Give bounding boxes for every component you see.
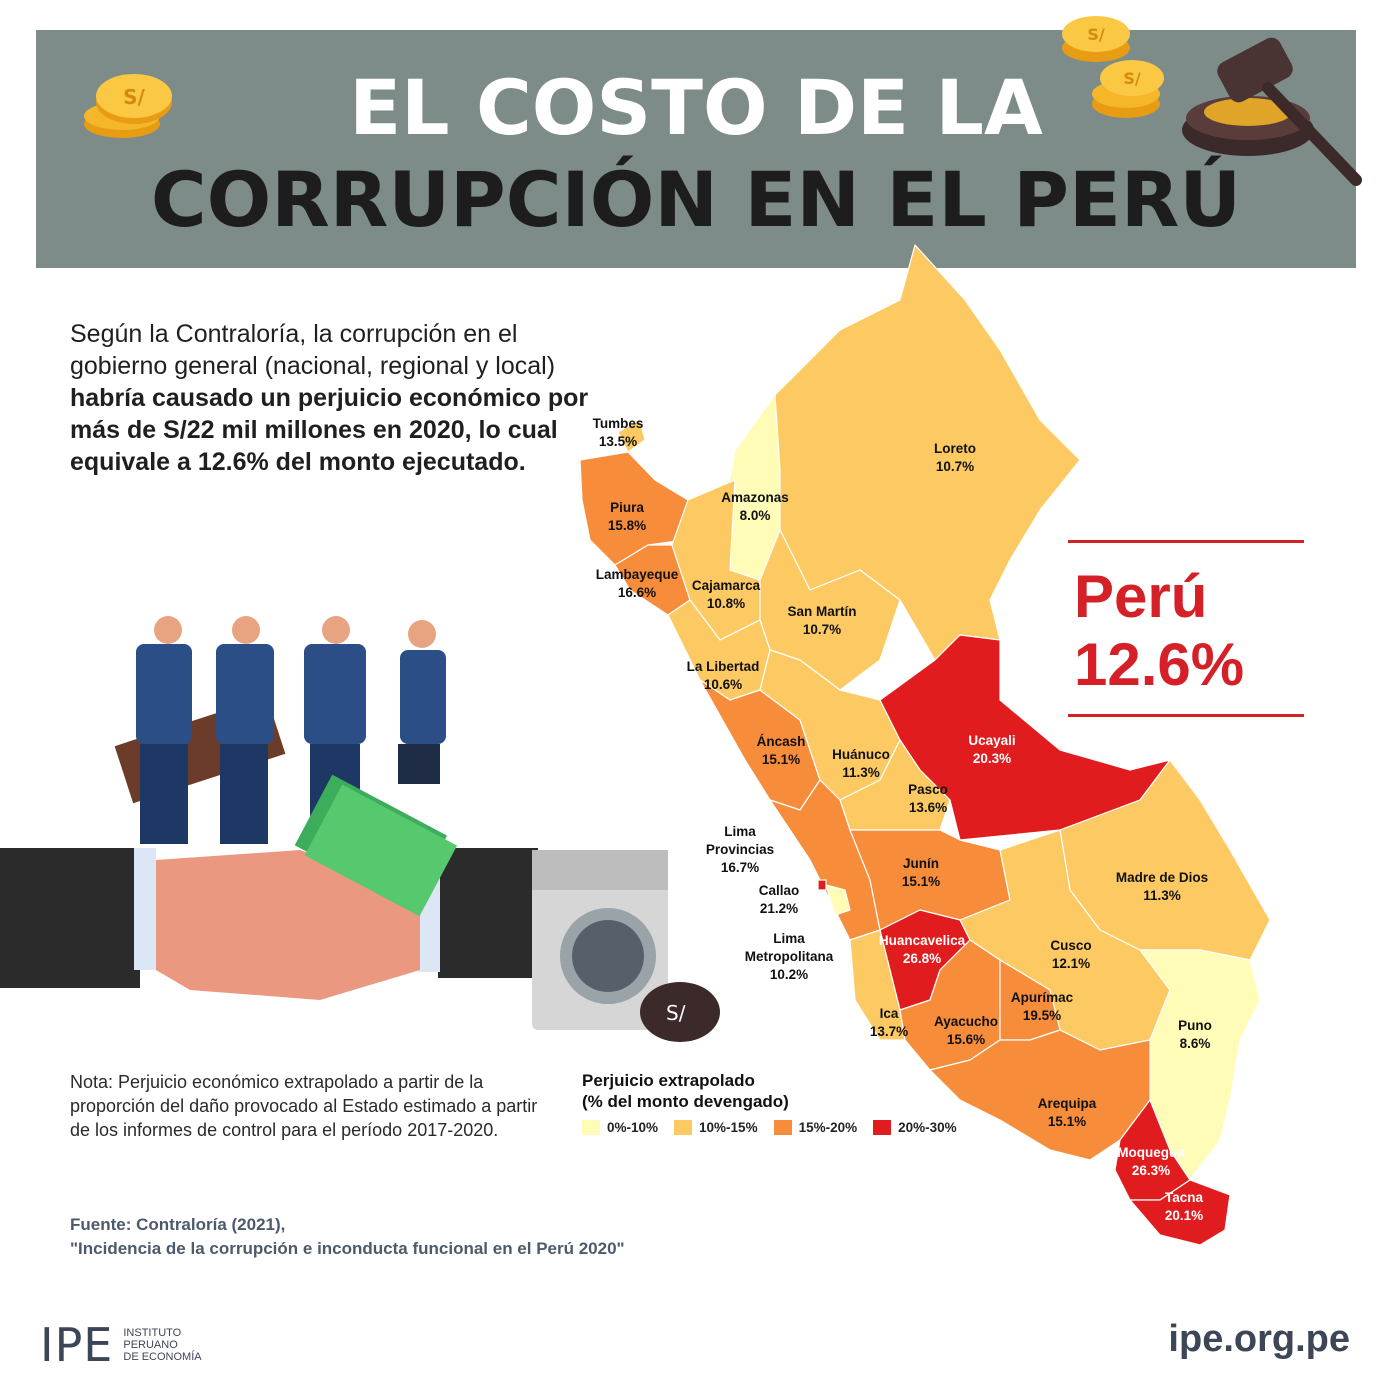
national-value-box: Perú 12.6% — [1068, 540, 1304, 718]
region-label-cusco: Cusco 12.1% — [1050, 938, 1092, 971]
source-citation: Fuente: Contraloría (2021), "Incidencia … — [70, 1213, 625, 1261]
svg-text:S/: S/ — [1087, 25, 1105, 44]
region-label-callao: Callao 21.2% — [758, 883, 800, 916]
peru-map — [579, 244, 1271, 1246]
region-label-ancash: Áncash 15.1% — [756, 734, 806, 767]
coin-stack-icon: S/ — [84, 74, 172, 138]
legend-swatch — [773, 1120, 792, 1135]
national-value: 12.6% — [1074, 631, 1245, 698]
region-label-loreto: Loreto 10.7% — [934, 441, 976, 474]
person-figure — [398, 620, 446, 784]
coin-stack-icon: S/ — [1062, 16, 1130, 62]
region-label-piura: Piura 15.8% — [607, 500, 647, 533]
washing-machine-illustration: S/ — [532, 850, 720, 1042]
coin-stack-icon: S/ — [1092, 60, 1164, 118]
region-label-la-libertad: La Libertad 10.6% — [686, 659, 760, 692]
region-label-lambayeque: Lambayeque 16.6% — [595, 567, 679, 600]
region-label-huanuco: Huánuco 11.3% — [832, 747, 890, 780]
legend-item: 10%-15% — [674, 1120, 758, 1135]
page-title-line-1: EL COSTO DE LA — [349, 63, 1043, 152]
header-banner: EL COSTO DE LA CORRUPCIÓN EN EL PERÚ S/ … — [36, 16, 1362, 268]
businesspeople-illustration: S/ — [0, 616, 720, 1042]
region-label-ucayali: Ucayali 20.3% — [968, 733, 1016, 766]
region-label-madre-de-dios: Madre de Dios 11.3% — [1115, 870, 1209, 903]
source-line-2: "Incidencia de la corrupción e inconduct… — [70, 1239, 625, 1258]
region-label-san-martin: San Martín 10.7% — [787, 604, 857, 637]
region-label-lima-provincias: Lima Provincias 16.7% — [705, 824, 775, 875]
handshake-money-illustration — [0, 774, 538, 1000]
legend-swatch — [674, 1120, 693, 1135]
legend-swatch — [582, 1120, 600, 1135]
website-url[interactable]: ipe.org.pe — [1168, 1318, 1350, 1360]
region-label-tumbes: Tumbes 13.5% — [592, 416, 644, 449]
legend-title: Perjuicio extrapolado (% del monto deven… — [582, 1071, 789, 1111]
gavel-icon — [1182, 37, 1362, 186]
intro-bold-text: habría causado un perjuicio económico po… — [70, 384, 589, 476]
legend-item: 15%-20% — [773, 1120, 857, 1135]
region-shape-tacna — [1129, 1179, 1231, 1246]
region-label-puno: Puno 8.6% — [1178, 1018, 1212, 1051]
region-shape-arequipa — [929, 1029, 1151, 1161]
money-bag-icon — [640, 982, 720, 1042]
footnote: Nota: Perjuicio económico extrapolado a … — [70, 1072, 538, 1140]
svg-text:S/: S/ — [1123, 69, 1141, 88]
region-label-arequipa: Arequipa 15.1% — [1037, 1096, 1097, 1129]
legend-swatch — [873, 1120, 892, 1135]
region-label-ica: Ica 13.7% — [869, 1006, 909, 1039]
region-label-pasco: Pasco 13.6% — [908, 782, 948, 815]
legend-item: 20%-30% — [873, 1120, 957, 1135]
national-name: Perú — [1074, 563, 1208, 630]
region-label-huancavelica: Huancavelica 26.8% — [878, 933, 966, 966]
divider-bottom — [1068, 714, 1304, 717]
intro-paragraph: Según la Contraloría, la corrupción en e… — [70, 318, 590, 478]
logo-name: INSTITUTO PERUANO DE ECONOMÍA — [123, 1327, 202, 1363]
person-figure — [216, 616, 274, 844]
region-label-tacna: Tacna 20.1% — [1164, 1190, 1204, 1223]
source-line-1: Fuente: Contraloría (2021), — [70, 1215, 286, 1234]
region-label-apurimac: Apurímac 19.5% — [1010, 990, 1074, 1023]
region-label-junin: Junín 15.1% — [901, 856, 941, 889]
logo-letters: IPE — [40, 1318, 114, 1372]
divider-top — [1068, 540, 1304, 543]
region-label-ayacucho: Ayacucho 15.6% — [933, 1014, 999, 1047]
region-label-cajamarca: Cajamarca 10.8% — [691, 578, 761, 611]
region-label-moquegua: Moquegua 26.3% — [1117, 1145, 1185, 1178]
svg-text:S/: S/ — [123, 85, 145, 109]
intro-plain-text: Según la Contraloría, la corrupción en e… — [70, 320, 556, 380]
region-label-amazonas: Amazonas 8.0% — [721, 490, 789, 523]
page-title-line-2: CORRUPCIÓN EN EL PERÚ — [150, 155, 1242, 244]
region-label-lima-metropolitana: Lima Metropolitana 10.2% — [744, 931, 834, 982]
region-shape-tumbes — [617, 419, 646, 453]
ipe-logo: IPE INSTITUTO PERUANO DE ECONOMÍA — [40, 1318, 202, 1372]
svg-text:S/: S/ — [666, 1001, 686, 1025]
map-legend: Perjuicio extrapolado (% del monto deven… — [582, 1070, 957, 1135]
legend-item: 0%-10% — [582, 1120, 658, 1135]
region-shape-piura — [579, 451, 689, 566]
region-shape-callao — [817, 879, 827, 891]
region-shape-lima-metropolitana — [825, 884, 851, 916]
person-figure — [136, 616, 192, 844]
